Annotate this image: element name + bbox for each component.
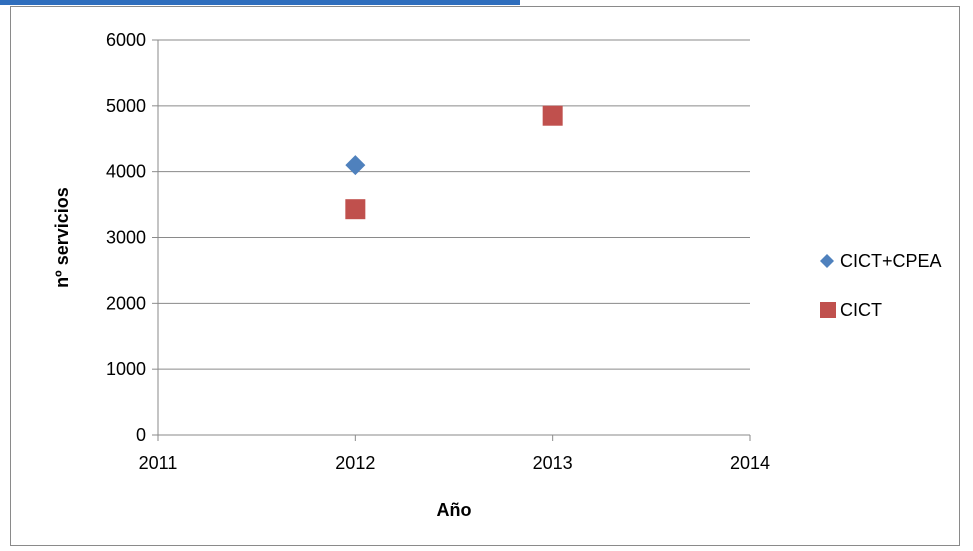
y-tick-label-6000: 6000 — [106, 30, 146, 50]
x-tick-label-2014: 2014 — [730, 453, 770, 473]
legend-item-cict-cpea: CICT+CPEA — [820, 251, 942, 271]
y-tick-label-3000: 3000 — [106, 228, 146, 248]
y-tick-label-1000: 1000 — [106, 359, 146, 379]
point-cict-2013 — [542, 105, 563, 126]
x-tick-label-2013: 2013 — [533, 453, 573, 473]
point-cict-2012 — [345, 199, 366, 220]
y-tick-labels: 0 1000 2000 3000 4000 5000 6000 — [106, 30, 146, 445]
legend-label-cict-cpea: CICT+CPEA — [840, 251, 942, 271]
data-points — [345, 105, 563, 220]
gridlines — [152, 39, 750, 436]
x-axis-title: Año — [437, 500, 472, 520]
legend: CICT+CPEA CICT — [820, 251, 942, 320]
header-band-fragment — [0, 0, 973, 8]
y-tick-label-0: 0 — [136, 425, 146, 445]
x-tick-label-2012: 2012 — [335, 453, 375, 473]
y-axis-title: nº servicios — [52, 187, 72, 288]
y-tick-label-4000: 4000 — [106, 162, 146, 182]
legend-label-cict: CICT — [840, 300, 882, 320]
y-tick-label-2000: 2000 — [106, 293, 146, 313]
axes — [157, 40, 751, 441]
chart-frame — [10, 6, 960, 546]
y-tick-label-5000: 5000 — [106, 96, 146, 116]
point-cict-cpea-2012 — [345, 155, 366, 176]
legend-marker-square — [820, 302, 836, 318]
legend-marker-diamond — [820, 254, 834, 268]
x-tick-label-2011: 2011 — [139, 453, 178, 473]
legend-item-cict: CICT — [820, 300, 882, 320]
x-tick-labels: 2011 2012 2013 2014 — [139, 453, 770, 473]
